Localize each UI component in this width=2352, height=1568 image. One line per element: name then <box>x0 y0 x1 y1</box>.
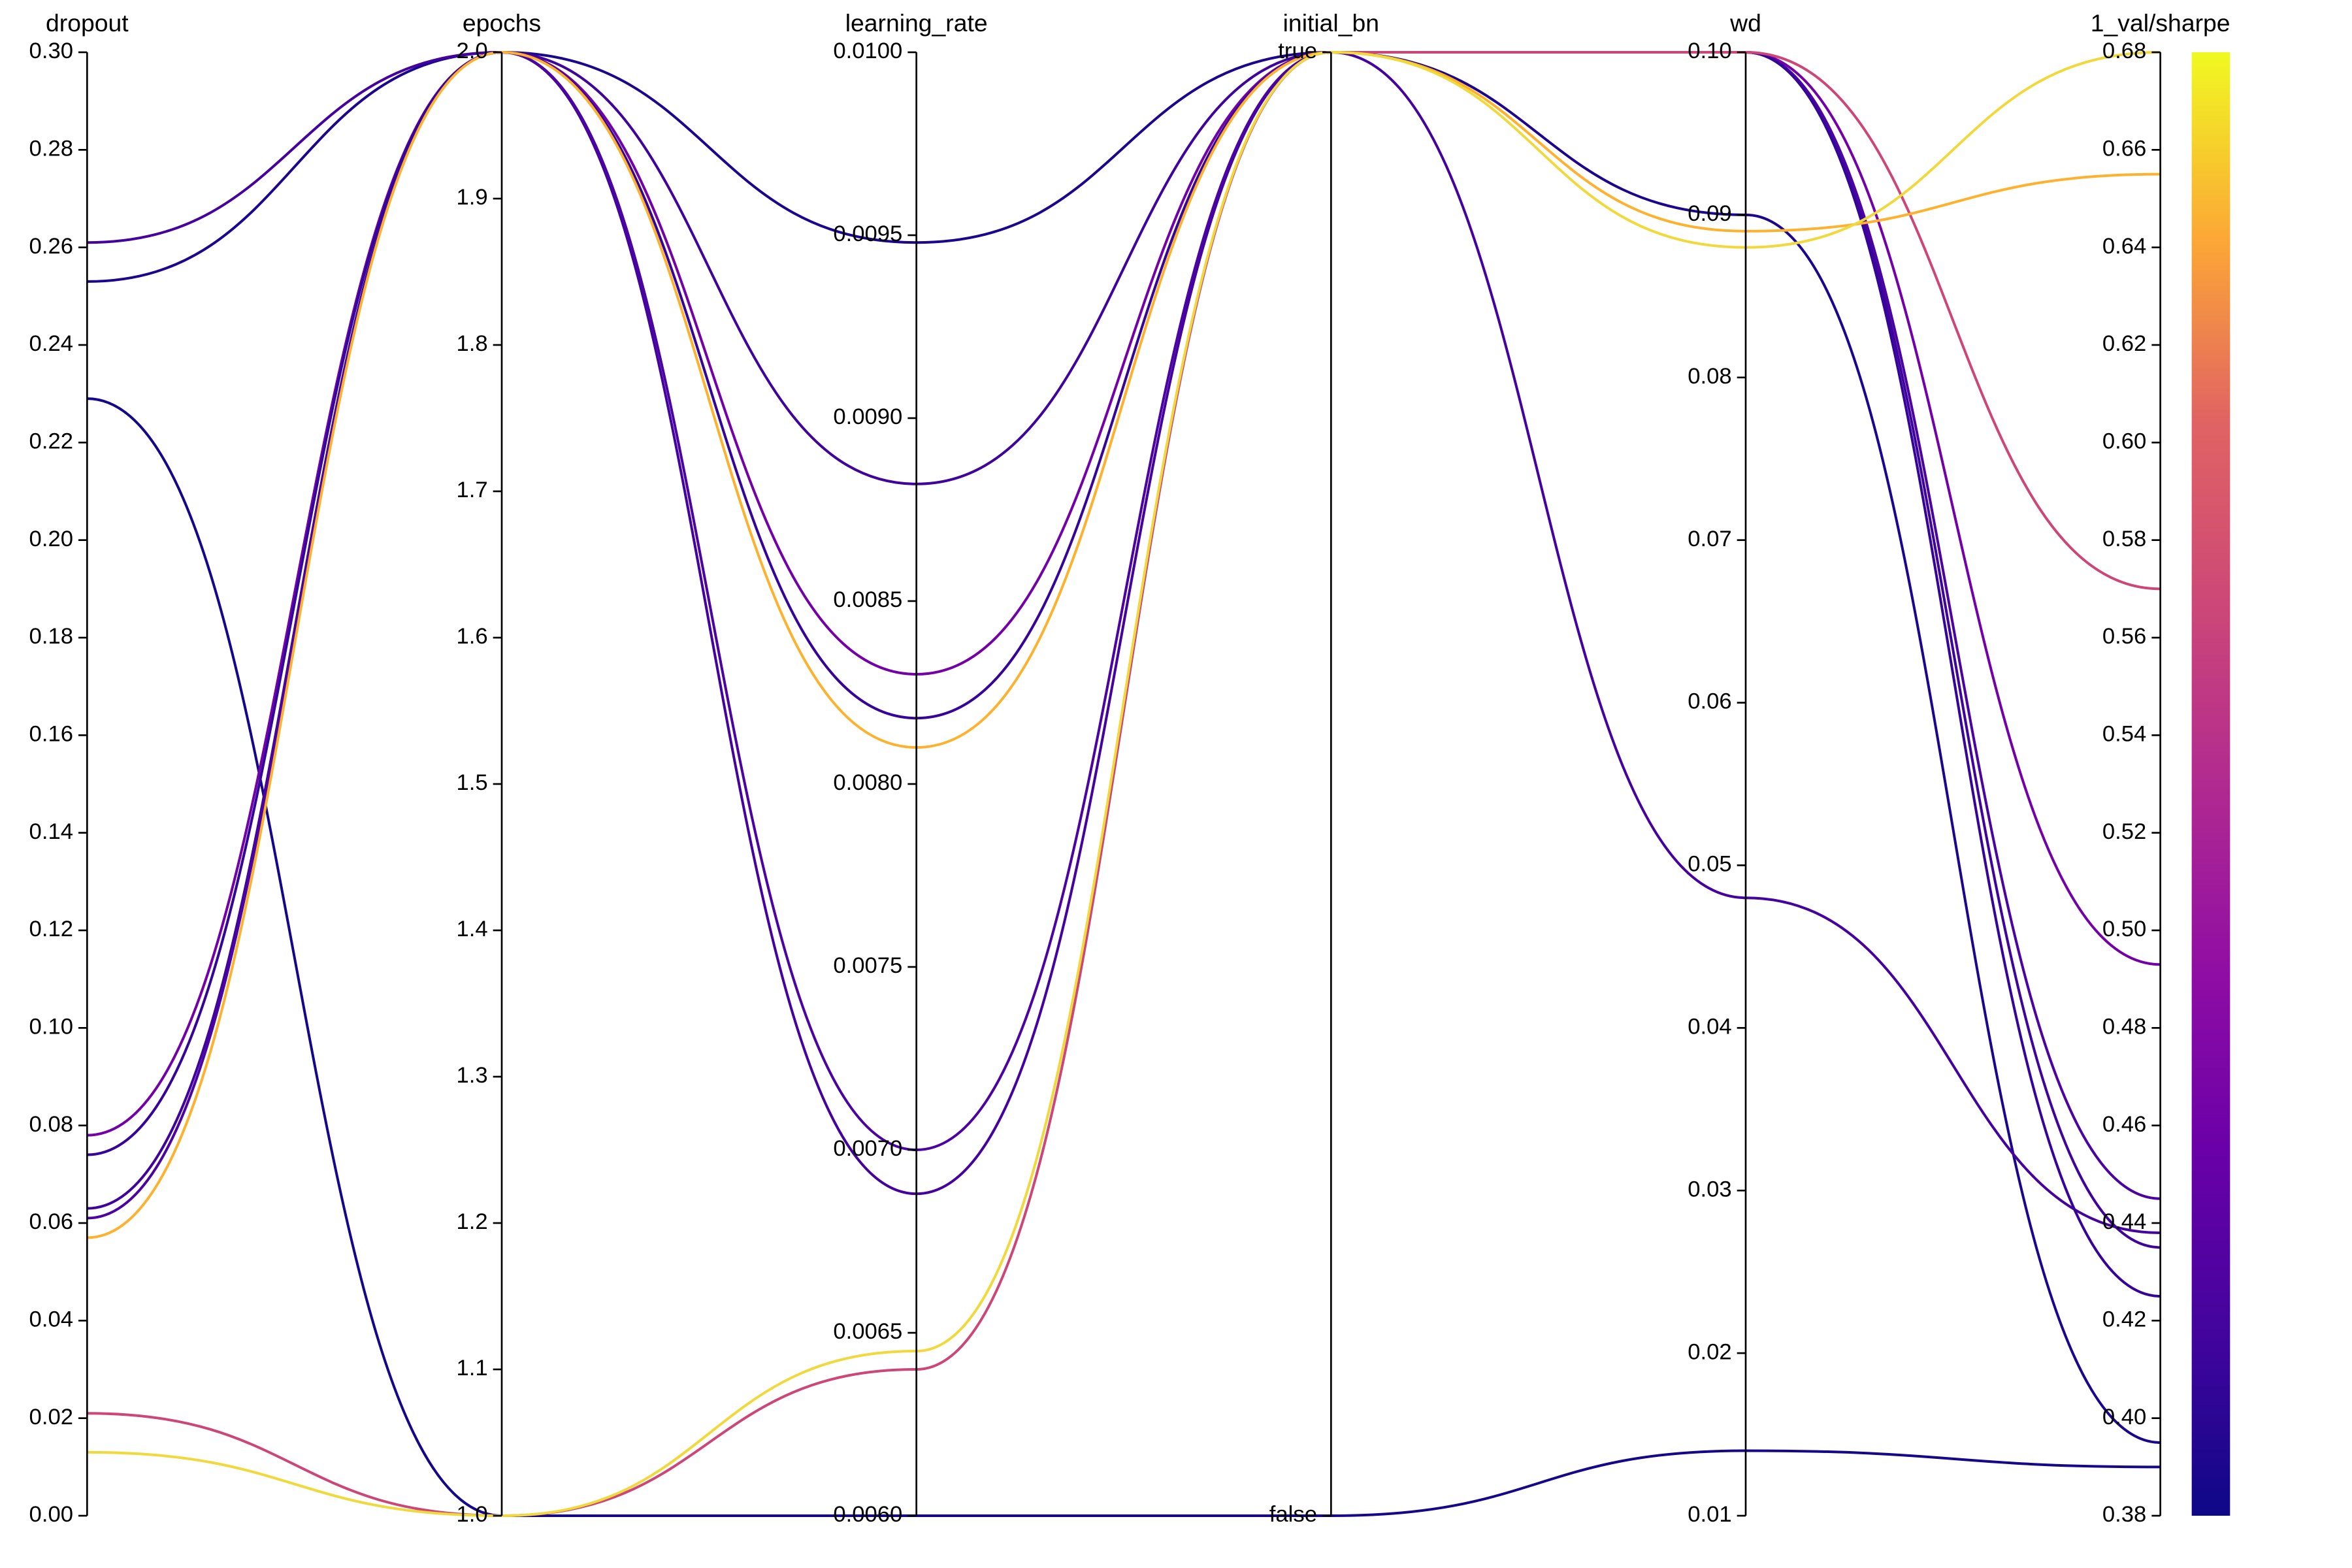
axis-title: wd <box>1729 9 1761 37</box>
tick-label: 0.00 <box>29 1502 73 1527</box>
tick-label: 0.02 <box>29 1405 73 1429</box>
tick-label: 0.06 <box>1688 689 1731 714</box>
tick-label: 1.5 <box>456 770 487 795</box>
chart-svg: dropout 0.00 0.02 0.04 0.06 0.08 0.10 0.12 0.14 0… <box>0 0 2352 1568</box>
axis-epochs: epochs 1.0 1.1 1.2 1.3 1.4 1.5 1.6 1.7 1.8 1.9 2.0 <box>456 9 541 1527</box>
tick-label: 0.0060 <box>833 1502 902 1527</box>
tick-label: 1.2 <box>456 1209 487 1234</box>
tick-label: 1.8 <box>456 331 487 356</box>
tick-label: 0.06 <box>29 1209 73 1234</box>
data-line <box>87 52 2160 1247</box>
tick-label: 0.0075 <box>833 953 902 978</box>
tick-label: 0.44 <box>2102 1209 2146 1234</box>
colorbar-rect <box>2192 52 2230 1516</box>
colorbar <box>2192 52 2230 1516</box>
tick-label: 0.04 <box>29 1307 73 1331</box>
tick-label: 0.46 <box>2102 1112 2146 1137</box>
data-line <box>87 52 2160 1443</box>
tick-label: 1.6 <box>456 624 487 649</box>
tick-label: 0.30 <box>29 39 73 63</box>
axis-learning_rate: learning_rate 0.0060 0.0065 0.0070 0.0075 0.0… <box>833 9 987 1527</box>
tick-label: 0.60 <box>2102 429 2146 453</box>
tick-label: 0.64 <box>2102 234 2146 259</box>
data-line <box>87 52 2160 1237</box>
axis-initial_bn: initial_bnfalse true <box>1269 9 1379 1527</box>
tick-label: 0.04 <box>1688 1014 1731 1039</box>
tick-label: 0.10 <box>29 1014 73 1039</box>
axis-title: 1_val/sharpe <box>2091 9 2230 37</box>
tick-label: 1.4 <box>456 917 487 941</box>
tick-label: 0.14 <box>29 819 73 844</box>
tick-label: 0.05 <box>1688 852 1731 877</box>
tick-label: false <box>1269 1502 1317 1527</box>
axis-title: epochs <box>463 9 541 37</box>
tick-label: 0.24 <box>29 331 73 356</box>
axis-dropout: dropout 0.00 0.02 0.04 0.06 0.08 0.10 0.12 0.14 0… <box>29 9 129 1527</box>
tick-label: 0.0085 <box>833 587 902 612</box>
tick-label: 1.1 <box>456 1356 487 1380</box>
tick-label: 0.0100 <box>833 39 902 63</box>
tick-label: 0.07 <box>1688 527 1731 551</box>
tick-label: 0.0090 <box>833 404 902 429</box>
data-line <box>87 52 2160 1135</box>
tick-label: 0.62 <box>2102 331 2146 356</box>
tick-label: 0.12 <box>29 917 73 941</box>
tick-label: 0.16 <box>29 721 73 746</box>
tick-label: 0.22 <box>29 429 73 453</box>
tick-label: 1.0 <box>456 1502 487 1527</box>
tick-label: 0.68 <box>2102 39 2146 63</box>
tick-label: 0.08 <box>29 1112 73 1137</box>
tick-label: 0.0065 <box>833 1319 902 1344</box>
tick-label: 0.18 <box>29 624 73 649</box>
tick-label: 0.26 <box>29 234 73 259</box>
tick-label: 0.38 <box>2102 1502 2146 1527</box>
data-line <box>87 399 2160 1516</box>
tick-label: 0.40 <box>2102 1405 2146 1429</box>
tick-label: 1.3 <box>456 1063 487 1088</box>
tick-label: 0.58 <box>2102 527 2146 551</box>
parallel-coordinates-chart: dropout 0.00 0.02 0.04 0.06 0.08 0.10 0.12 0.14 0… <box>0 0 2352 1568</box>
tick-label: 0.28 <box>29 136 73 161</box>
tick-label: true <box>1278 39 1317 63</box>
data-line <box>87 52 2160 1233</box>
tick-label: 0.66 <box>2102 136 2146 161</box>
data-line <box>87 52 2160 1516</box>
tick-label: 0.42 <box>2102 1307 2146 1331</box>
tick-label: 0.54 <box>2102 721 2146 746</box>
tick-label: 0.20 <box>29 527 73 551</box>
data-line <box>87 52 2160 1516</box>
tick-label: 1.9 <box>456 185 487 210</box>
tick-label: 0.01 <box>1688 1502 1731 1527</box>
axis-title: dropout <box>46 9 129 37</box>
tick-label: 0.08 <box>1688 364 1731 389</box>
tick-label: 0.48 <box>2102 1014 2146 1039</box>
tick-label: 0.02 <box>1688 1339 1731 1364</box>
tick-label: 0.10 <box>1688 39 1731 63</box>
data-lines <box>87 52 2160 1516</box>
data-line <box>87 52 2160 1296</box>
tick-label: 0.50 <box>2102 917 2146 941</box>
tick-label: 0.56 <box>2102 624 2146 649</box>
axes: dropout 0.00 0.02 0.04 0.06 0.08 0.10 0.12 0.14 0… <box>29 9 2230 1527</box>
tick-label: 0.0080 <box>833 770 902 795</box>
axis-title: learning_rate <box>845 9 988 37</box>
axis-title: initial_bn <box>1283 9 1379 37</box>
tick-label: 0.0070 <box>833 1136 902 1161</box>
tick-label: 0.03 <box>1688 1177 1731 1201</box>
tick-label: 0.09 <box>1688 201 1731 226</box>
tick-label: 0.52 <box>2102 819 2146 844</box>
tick-label: 0.0095 <box>833 221 902 246</box>
tick-label: 1.7 <box>456 478 487 502</box>
axis-wd: wd 0.01 0.02 0.03 0.04 0.05 0.06 0.07 0.08 0.09 0.… <box>1688 9 1761 1527</box>
tick-label: 2.0 <box>456 39 487 63</box>
